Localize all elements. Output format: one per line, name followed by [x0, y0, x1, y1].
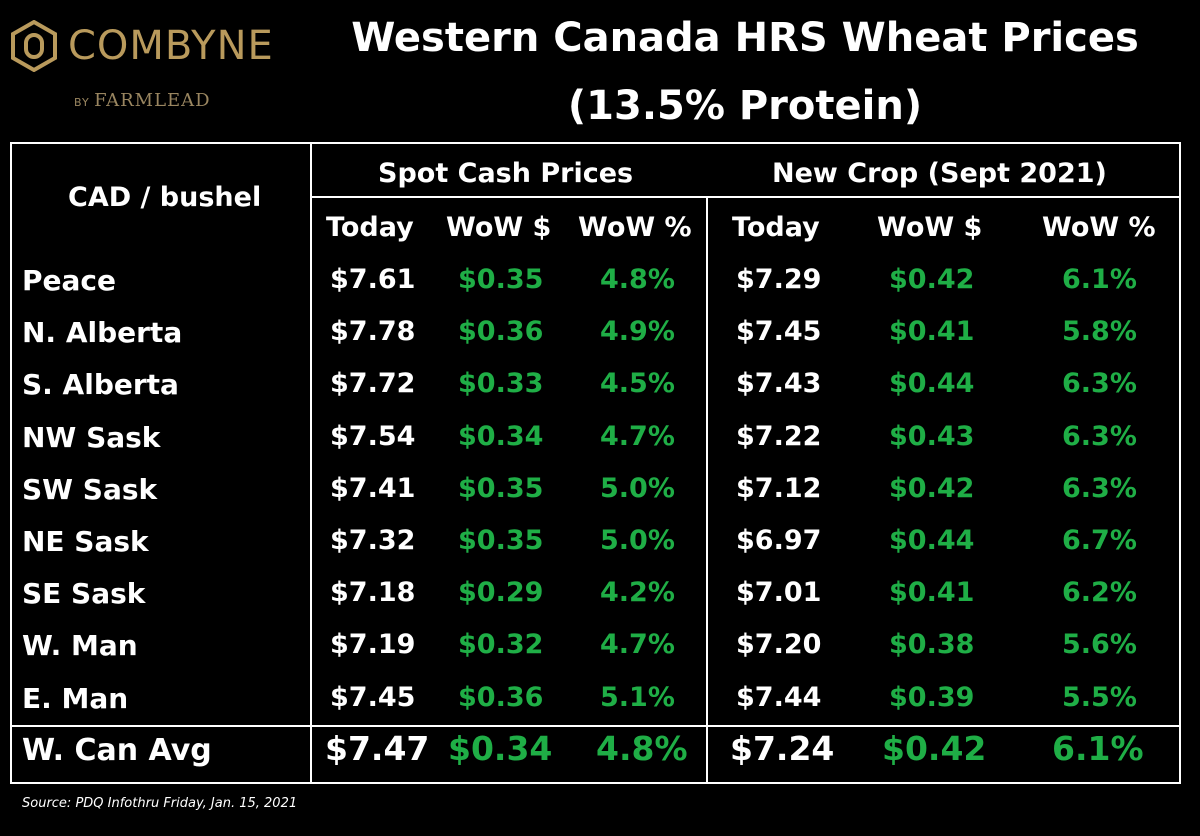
page-subtitle: (13.5% Protein) — [567, 83, 923, 129]
row-region: SE Sask — [22, 577, 146, 611]
row-spot-today: $7.54 — [330, 420, 416, 452]
new-today-header: Today — [732, 212, 820, 243]
row-region: Peace — [22, 264, 116, 297]
row-new-today: $6.97 — [736, 525, 822, 556]
avg-spot-today: $7.47 — [325, 729, 430, 768]
row-new-today: $7.43 — [736, 368, 822, 400]
logo-brand-text: COMBYNE — [68, 23, 274, 69]
row-new-wow-dollar: $0.44 — [889, 368, 975, 400]
row-new-today: $7.12 — [736, 472, 822, 504]
row-spot-wow-dollar: $0.35 — [458, 264, 544, 295]
source-note: Source: PDQ Infothru Friday, Jan. 15, 20… — [22, 796, 298, 811]
divider-average-row — [10, 725, 1181, 727]
row-spot-today: $7.19 — [330, 629, 416, 661]
row-spot-wow-dollar: $0.35 — [458, 472, 544, 504]
combyne-hexagon-icon — [11, 20, 57, 72]
row-spot-wow-dollar: $0.33 — [458, 368, 544, 400]
row-new-wow-dollar: $0.39 — [889, 681, 975, 713]
new-crop-header: New Crop (Sept 2021) — [772, 158, 1107, 189]
row-new-today: $7.45 — [736, 316, 822, 348]
spot-wow-dollar-header: WoW $ — [446, 212, 552, 243]
row-spot-wow-pct: 4.2% — [600, 577, 675, 609]
avg-spot-wow-pct: 4.8% — [596, 729, 688, 768]
spot-today-header: Today — [326, 212, 414, 243]
row-new-wow-pct: 5.6% — [1062, 629, 1137, 661]
page-title: Western Canada HRS Wheat Prices — [351, 15, 1139, 61]
row-spot-wow-dollar: $0.36 — [458, 316, 544, 348]
row-spot-today: $7.61 — [330, 264, 416, 295]
row-new-wow-pct: 6.2% — [1062, 577, 1137, 609]
row-new-wow-pct: 5.8% — [1062, 316, 1137, 348]
row-new-wow-pct: 6.3% — [1062, 368, 1137, 400]
row-region: E. Man — [22, 681, 129, 715]
row-new-wow-dollar: $0.44 — [889, 525, 975, 556]
row-spot-wow-pct: 5.1% — [600, 681, 675, 713]
row-new-wow-pct: 6.3% — [1062, 420, 1137, 452]
logo-farmlead-text: FARMLEAD — [94, 90, 211, 111]
unit-header: CAD / bushel — [68, 182, 262, 213]
row-region: W. Man — [22, 629, 138, 663]
row-new-wow-pct: 5.5% — [1062, 681, 1137, 713]
row-spot-wow-dollar: $0.34 — [458, 420, 544, 452]
spot-cash-header: Spot Cash Prices — [378, 158, 634, 189]
logo-by-text: BY — [74, 96, 90, 109]
row-region: NE Sask — [22, 525, 149, 558]
new-wow-pct-header: WoW % — [1042, 212, 1156, 243]
row-new-wow-dollar: $0.38 — [889, 629, 975, 661]
combyne-logo: COMBYNE BY FARMLEAD — [8, 20, 318, 120]
row-region: N. Alberta — [22, 316, 183, 350]
divider-region-column — [310, 142, 312, 784]
row-spot-today: $7.72 — [330, 368, 416, 400]
row-new-today: $7.29 — [736, 264, 822, 295]
row-spot-wow-dollar: $0.35 — [458, 525, 544, 556]
price-table — [10, 142, 1181, 784]
avg-spot-wow-dollar: $0.34 — [448, 729, 553, 768]
row-spot-wow-pct: 4.8% — [600, 264, 675, 295]
row-spot-wow-dollar: $0.36 — [458, 681, 544, 713]
row-region: NW Sask — [22, 420, 161, 454]
new-wow-dollar-header: WoW $ — [877, 212, 983, 243]
row-new-wow-dollar: $0.43 — [889, 420, 975, 452]
row-spot-today: $7.45 — [330, 681, 416, 713]
row-new-wow-pct: 6.1% — [1062, 264, 1137, 295]
avg-region: W. Can Avg — [22, 733, 212, 768]
avg-new-today: $7.24 — [730, 729, 835, 768]
row-new-today: $7.20 — [736, 629, 822, 661]
row-spot-wow-pct: 4.7% — [600, 629, 675, 661]
row-spot-wow-pct: 4.5% — [600, 368, 675, 400]
logo-subtitle: BY FARMLEAD — [74, 90, 211, 111]
row-region: SW Sask — [22, 472, 158, 506]
row-spot-today: $7.18 — [330, 577, 416, 609]
row-spot-wow-pct: 5.0% — [600, 525, 675, 556]
row-region: S. Alberta — [22, 368, 179, 402]
row-new-wow-pct: 6.7% — [1062, 525, 1137, 556]
row-new-today: $7.22 — [736, 420, 822, 452]
row-spot-today: $7.41 — [330, 472, 416, 504]
divider-group-header — [310, 196, 1181, 198]
row-new-today: $7.44 — [736, 681, 822, 713]
avg-new-wow-pct: 6.1% — [1052, 729, 1144, 768]
row-spot-wow-dollar: $0.29 — [458, 577, 544, 609]
row-new-wow-pct: 6.3% — [1062, 472, 1137, 504]
row-spot-wow-dollar: $0.32 — [458, 629, 544, 661]
spot-wow-pct-header: WoW % — [578, 212, 692, 243]
row-spot-wow-pct: 4.9% — [600, 316, 675, 348]
row-spot-wow-pct: 4.7% — [600, 420, 675, 452]
avg-new-wow-dollar: $0.42 — [882, 729, 987, 768]
row-new-wow-dollar: $0.41 — [889, 577, 975, 609]
row-spot-today: $7.32 — [330, 525, 416, 556]
row-new-wow-dollar: $0.42 — [889, 472, 975, 504]
row-new-wow-dollar: $0.42 — [889, 264, 975, 295]
row-new-today: $7.01 — [736, 577, 822, 609]
row-new-wow-dollar: $0.41 — [889, 316, 975, 348]
divider-spot-newcrop — [706, 196, 708, 784]
row-spot-wow-pct: 5.0% — [600, 472, 675, 504]
row-spot-today: $7.78 — [330, 316, 416, 348]
